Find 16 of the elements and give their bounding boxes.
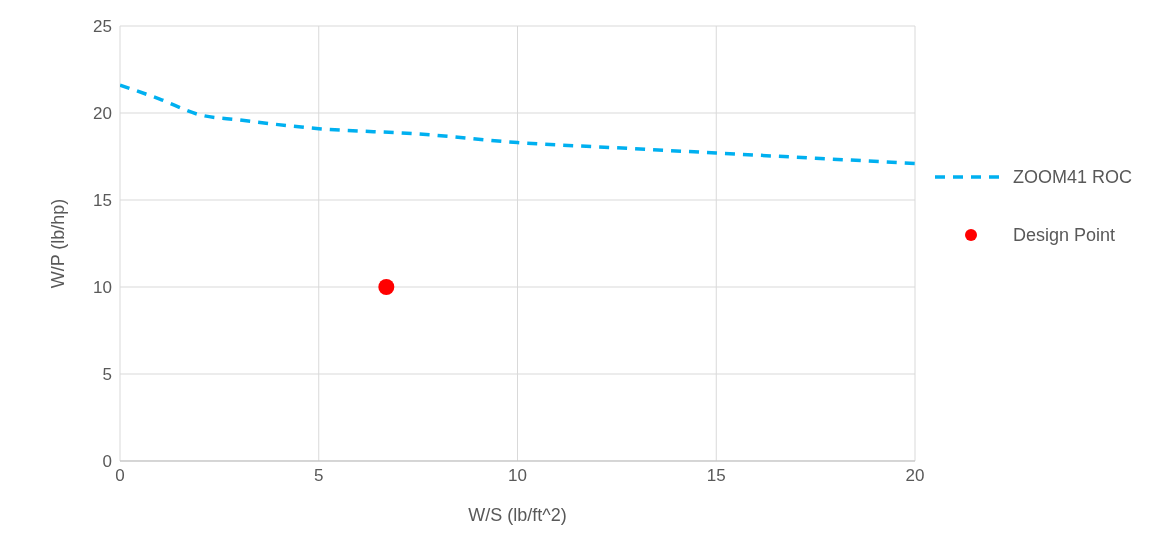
x-tick-label: 0 — [115, 466, 125, 486]
y-tick-label: 5 — [102, 365, 112, 385]
y-tick-label: 10 — [93, 278, 112, 298]
legend-label: Design Point — [1013, 224, 1116, 246]
y-tick-label: 15 — [93, 191, 112, 211]
x-axis-title: W/S (lb/ft^2) — [468, 505, 567, 525]
x-tick-label: 10 — [508, 466, 527, 486]
y-tick-label: 20 — [93, 104, 112, 124]
y-axis-title: W/P (lb/hp) — [48, 198, 69, 289]
y-tick-label: 25 — [93, 17, 112, 37]
x-tick-label: 15 — [706, 466, 726, 486]
x-tick-label: 5 — [314, 466, 324, 486]
legend-label: ZOOM41 ROC — [1013, 166, 1133, 188]
line-series — [120, 83, 915, 166]
y-tick-label: 0 — [102, 452, 112, 472]
x-tick-label: 20 — [905, 466, 925, 486]
